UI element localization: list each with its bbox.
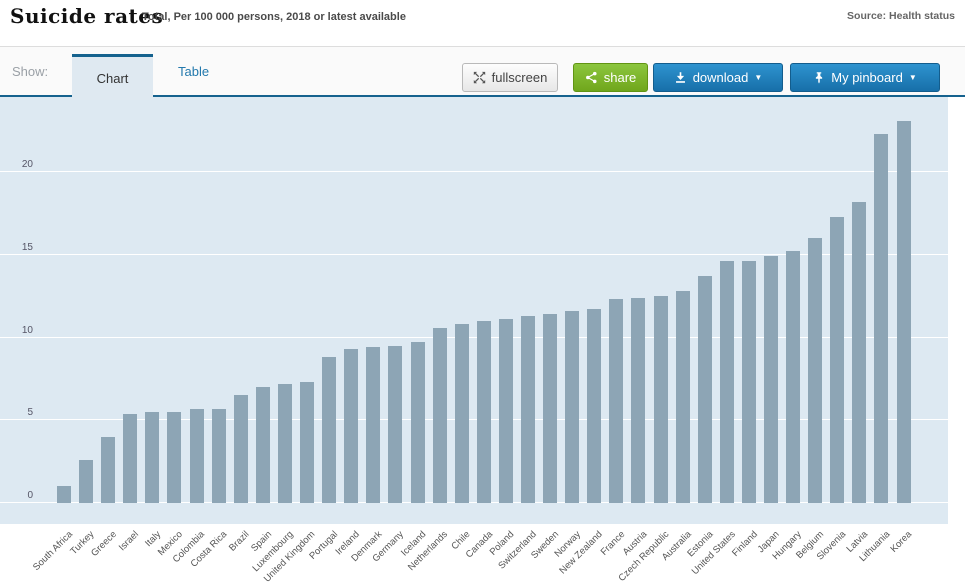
y-axis-tick-label: 0: [27, 490, 33, 501]
bar[interactable]: [344, 349, 359, 503]
pinboard-label: My pinboard: [831, 70, 903, 85]
bar[interactable]: [388, 345, 403, 503]
chart-area: 0 5 10 15 20: [0, 97, 965, 524]
bar[interactable]: [874, 133, 889, 503]
bar[interactable]: [543, 314, 558, 503]
bar[interactable]: [255, 387, 270, 503]
fullscreen-button[interactable]: fullscreen: [462, 63, 558, 92]
fullscreen-label: fullscreen: [491, 70, 548, 85]
bar[interactable]: [631, 297, 646, 503]
toolbar: Show: Chart Table fullscreen share: [0, 47, 965, 100]
pin-icon: [813, 71, 825, 84]
bar[interactable]: [786, 251, 801, 503]
bar[interactable]: [211, 408, 226, 503]
bar[interactable]: [57, 486, 71, 503]
bar[interactable]: [719, 261, 734, 503]
bar[interactable]: [145, 411, 160, 503]
tab-chart[interactable]: Chart: [72, 54, 153, 100]
pinboard-button[interactable]: My pinboard ▼: [790, 63, 940, 92]
bar[interactable]: [233, 395, 248, 503]
bar[interactable]: [830, 216, 845, 503]
gridline: [0, 171, 948, 172]
bar[interactable]: [675, 291, 690, 503]
gridline: [0, 336, 948, 338]
download-label: download: [692, 70, 749, 85]
y-axis-tick-label: 10: [21, 324, 33, 336]
x-axis-label-text: Israel: [116, 529, 142, 554]
gridline: [0, 253, 948, 255]
gridline: [0, 502, 948, 503]
bar[interactable]: [454, 324, 469, 503]
bar[interactable]: [741, 261, 756, 503]
x-axis-label-text: Brazil: [226, 529, 252, 554]
x-axis-labels: South Africa Turkey Greece Israel Italy Mexic…: [0, 524, 965, 583]
tab-table[interactable]: Table: [178, 64, 209, 79]
source-label: Source: Health status: [847, 10, 955, 22]
bar[interactable]: [498, 319, 513, 503]
bar[interactable]: [189, 408, 204, 503]
bar[interactable]: [123, 413, 138, 503]
bar[interactable]: [167, 411, 182, 503]
download-icon: [674, 71, 687, 84]
gridline: [0, 419, 948, 421]
page-header: Suicide rates Total, Per 100 000 persons…: [0, 0, 965, 47]
y-axis-tick-label: 5: [27, 407, 33, 419]
show-label: Show:: [12, 64, 49, 79]
tab-table-label: Table: [178, 64, 210, 79]
x-axis-label-text: South Africa: [30, 529, 75, 574]
page-subtitle: Total, Per 100 000 persons, 2018 or late…: [142, 11, 406, 23]
plot-area: 0 5 10 15 20: [0, 97, 948, 524]
bar[interactable]: [410, 342, 425, 503]
tab-chart-label: Chart: [96, 71, 129, 86]
bar[interactable]: [366, 347, 381, 503]
bar[interactable]: [587, 309, 602, 503]
bars: [0, 120, 948, 503]
bar[interactable]: [101, 436, 116, 503]
download-caret-icon: ▼: [754, 72, 763, 82]
y-axis-tick-label: 15: [21, 241, 33, 253]
share-icon: [585, 71, 598, 84]
fullscreen-icon: [473, 71, 486, 84]
bar[interactable]: [476, 320, 491, 503]
bar[interactable]: [322, 357, 337, 503]
bar[interactable]: [808, 238, 823, 503]
bar[interactable]: [79, 459, 94, 503]
bar[interactable]: [300, 382, 315, 503]
bar[interactable]: [852, 201, 867, 503]
bar[interactable]: [653, 296, 668, 503]
x-axis-label-text: Korea: [888, 529, 915, 555]
pinboard-caret-icon: ▼: [908, 72, 917, 82]
bar[interactable]: [609, 299, 624, 503]
bar[interactable]: [764, 256, 778, 503]
bar[interactable]: [432, 327, 447, 503]
bar[interactable]: [520, 316, 535, 503]
bar[interactable]: [697, 276, 712, 503]
bar[interactable]: [896, 120, 911, 503]
bar[interactable]: [277, 383, 292, 503]
share-button[interactable]: share: [573, 63, 648, 92]
x-axis-label-text: France: [598, 529, 628, 558]
bar[interactable]: [565, 311, 580, 503]
page-title: Suicide rates: [10, 4, 164, 28]
y-axis-tick-label: 20: [21, 159, 33, 170]
share-label: share: [603, 70, 637, 85]
download-button[interactable]: download ▼: [653, 63, 783, 92]
